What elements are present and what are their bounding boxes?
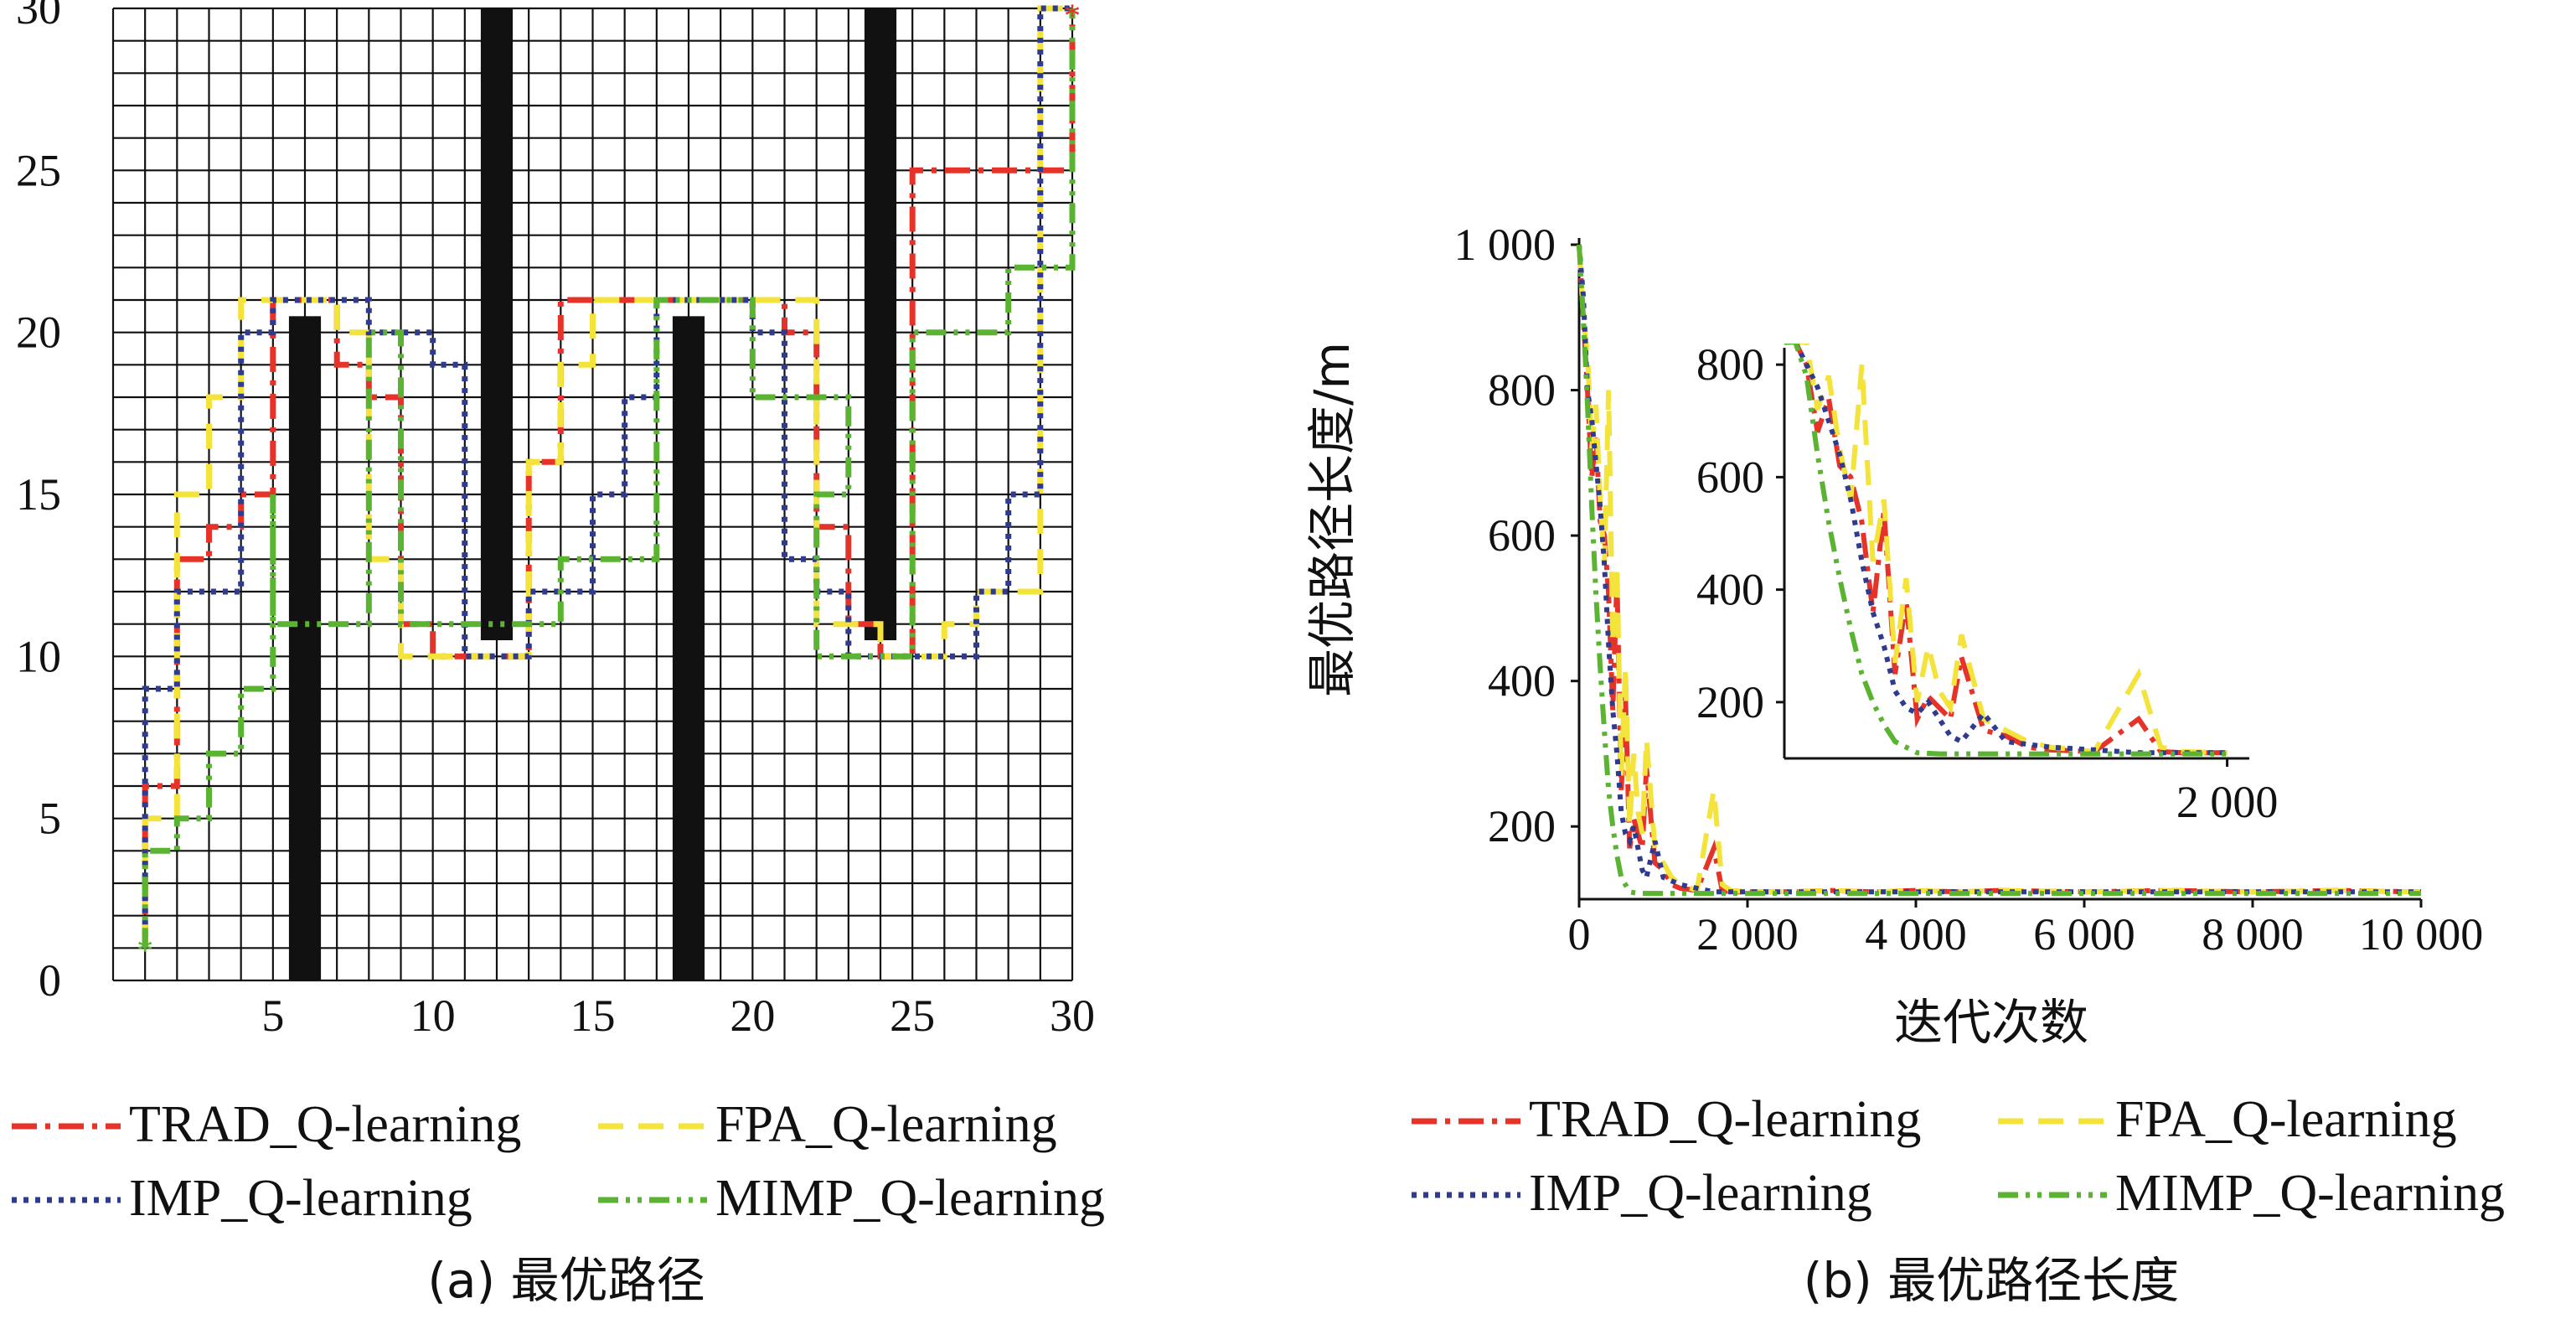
inset-y-tick-label: 800 (1696, 339, 1764, 390)
path-plot-a: * * 5 10 15 20 25 30 0 5 10 15 20 25 30 (16, 0, 1095, 1041)
start-marker: * (137, 931, 153, 969)
y-tick-label-a: 0 (39, 955, 61, 1006)
curve-mimp-q-learning (1577, 244, 2421, 897)
path-imp-q-learning (142, 5, 1072, 949)
y-tick-label-b: 600 (1488, 510, 1556, 561)
x-tick-label-a: 25 (890, 991, 935, 1041)
x-tick-label-a: 30 (1050, 991, 1095, 1041)
legend-a-label-trad-q-learning: TRAD_Q-learning (129, 1096, 521, 1153)
x-axis-label-b: 迭代次数 (1894, 994, 2088, 1051)
obstacles (288, 8, 897, 980)
obstacle-wall-3 (672, 316, 705, 980)
length-plot-b: 0 2 000 4 000 6 000 8 000 10 000 200 400 600 800 1… (1454, 220, 2484, 960)
path-mimp-q-learning (142, 8, 1076, 949)
inset-plot: 2 000 200 400 600 800 (1696, 339, 2278, 827)
inset-x-tick-label: 2 000 (2176, 777, 2279, 827)
inset-curve-imp-q-learning (1784, 344, 2228, 756)
legend-b-label-trad-q-learning: TRAD_Q-learning (1529, 1091, 1921, 1148)
inset-curve-mimp-q-learning (1784, 344, 2228, 757)
y-tick-label-b: 1 000 (1454, 220, 1556, 270)
y-tick-label-a: 30 (16, 0, 61, 34)
y-tick-label-a: 20 (16, 308, 61, 358)
y-tick-label-b: 400 (1488, 656, 1556, 706)
legend-b-label-fpa-q-learning: FPA_Q-learning (2115, 1091, 2457, 1148)
legend-a-label-fpa-q-learning: FPA_Q-learning (715, 1096, 1057, 1153)
caption-a: (a) 最优路径 (427, 1252, 705, 1309)
legend-b-label-mimp-q-learning: MIMP_Q-learning (2115, 1165, 2505, 1222)
legends: TRAD_Q-learning FPA_Q-learning IMP_Q-learn… (12, 1091, 2505, 1227)
x-tick-label-b: 4 000 (1865, 909, 1967, 960)
path-fpa-q-learning (142, 5, 1072, 949)
y-tick-label-a: 10 (16, 631, 61, 681)
y-axis-label-b: 最优路径长度/m (1303, 342, 1360, 697)
x-tick-label-b: 10 000 (2359, 909, 2484, 960)
legend-a-label-imp-q-learning: IMP_Q-learning (129, 1170, 472, 1227)
curve-imp-q-learning (1577, 244, 2421, 895)
inset-y-tick-label: 200 (1696, 677, 1764, 727)
y-tick-label-a: 5 (39, 794, 61, 844)
caption-b: (b) 最优路径长度 (1804, 1252, 2180, 1309)
legend-a-label-mimp-q-learning: MIMP_Q-learning (715, 1170, 1105, 1227)
x-tick-label-b: 8 000 (2202, 909, 2304, 960)
y-tick-label-b: 200 (1488, 801, 1556, 851)
obstacle-wall-4 (864, 8, 897, 640)
inset-curve-fpa-q-learning (1784, 344, 2228, 756)
y-tick-label-a: 25 (16, 145, 61, 195)
inset-y-tick-label: 400 (1696, 565, 1764, 615)
x-tick-label-a: 10 (410, 991, 456, 1041)
inset-curve-trad-q-learning (1784, 344, 2228, 756)
x-tick-label-b: 2 000 (1696, 909, 1799, 960)
x-tick-label-a: 20 (730, 991, 775, 1041)
y-tick-label-a: 15 (16, 469, 61, 520)
x-tick-label-b: 0 (1568, 909, 1591, 960)
path-trad-q-learning (142, 8, 1076, 949)
obstacle-wall-2 (480, 8, 514, 640)
obstacle-wall-1 (288, 316, 322, 980)
goal-marker: * (1064, 0, 1081, 34)
x-tick-label-a: 15 (570, 991, 616, 1041)
legend-b-label-imp-q-learning: IMP_Q-learning (1529, 1165, 1872, 1222)
inset-y-tick-label: 600 (1696, 452, 1764, 502)
x-tick-label-b: 6 000 (2033, 909, 2135, 960)
y-tick-label-b: 800 (1488, 365, 1556, 416)
x-tick-label-a: 5 (261, 991, 284, 1041)
